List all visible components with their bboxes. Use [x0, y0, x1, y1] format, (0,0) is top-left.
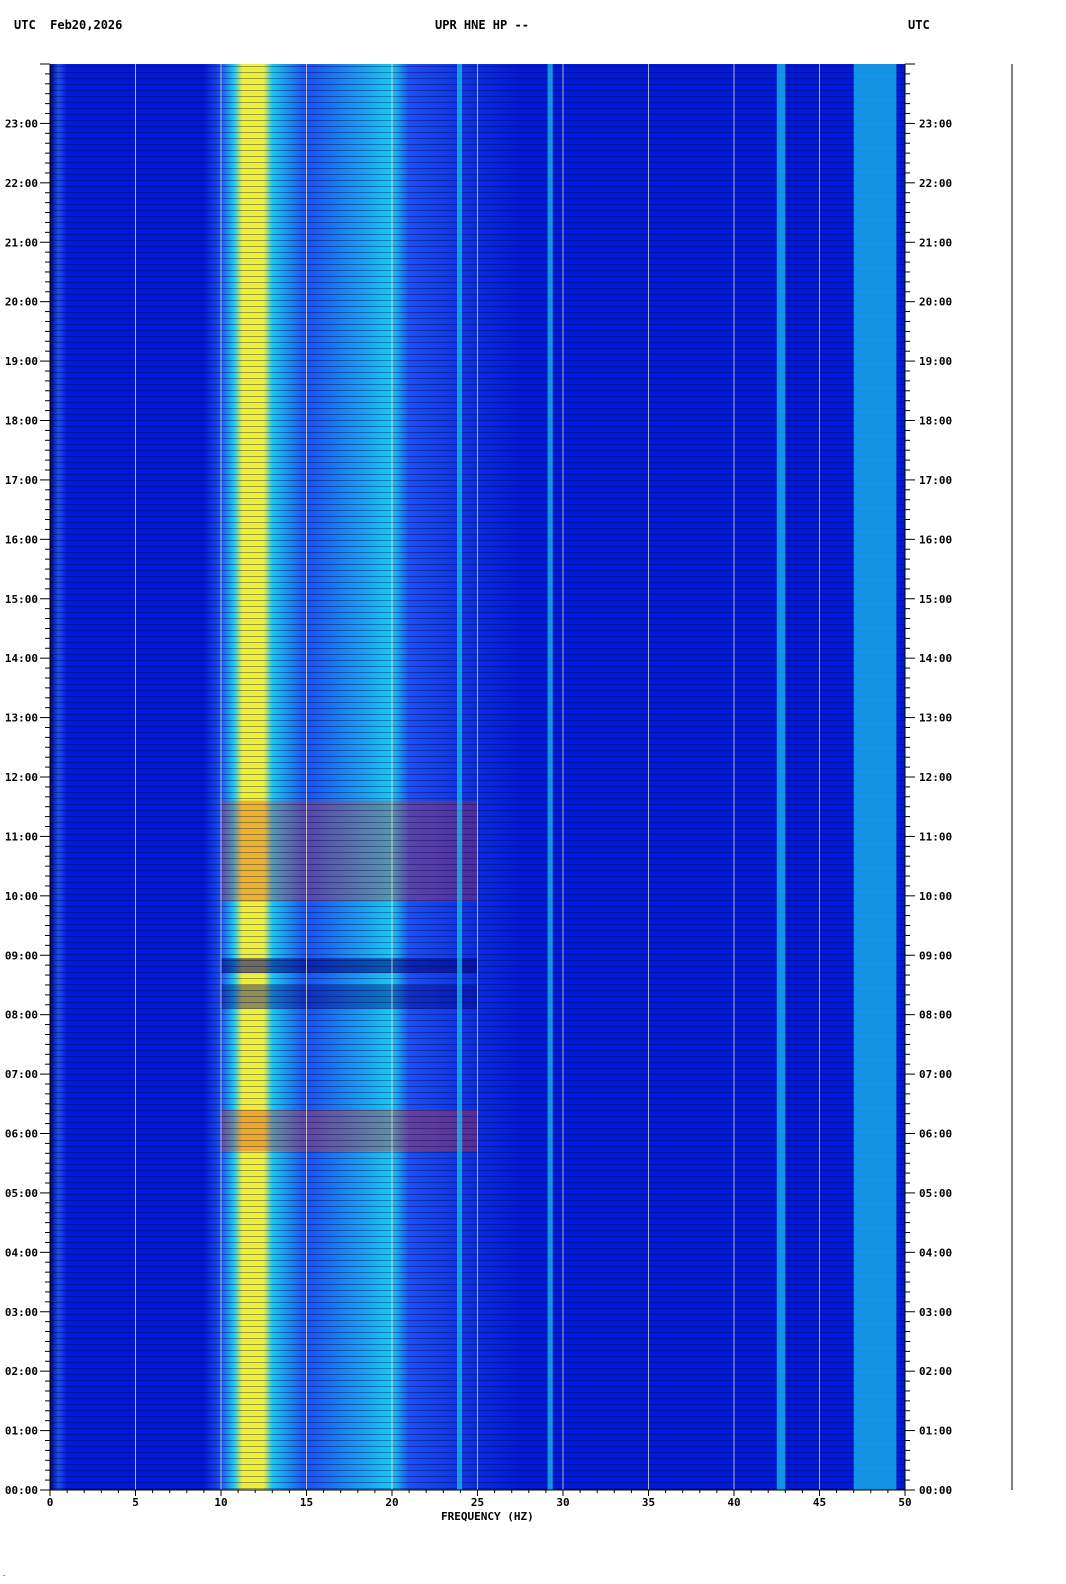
- y-tick-label-right: 05:00: [919, 1187, 952, 1200]
- y-tick-label-left: 18:00: [5, 415, 38, 428]
- y-tick-label-right: 19:00: [919, 355, 952, 368]
- y-tick-label-left: 16:00: [5, 533, 38, 546]
- y-tick-label-right: 14:00: [919, 652, 952, 665]
- x-axis-label: FREQUENCY (HZ): [441, 1510, 534, 1523]
- timezone-label: UTC: [908, 18, 930, 32]
- spectral-lines: [456, 64, 897, 1490]
- y-tick-label-right: 21:00: [919, 236, 952, 249]
- y-tick-label-right: 09:00: [919, 949, 952, 962]
- y-tick-label-right: 00:00: [919, 1484, 952, 1497]
- axes: 00:00 00:00 01:00 01:00 02:00 02:00 03:00 03:00…: [5, 63, 1013, 1509]
- y-tick-label-left: 17:00: [5, 474, 38, 487]
- x-tick-label: 45: [813, 1496, 826, 1509]
- x-tick-label: 20: [385, 1496, 398, 1509]
- y-tick-label-left: 00:00: [5, 1484, 38, 1497]
- x-tick-label: 40: [727, 1496, 740, 1509]
- y-tick-label-left: 11:00: [5, 830, 38, 843]
- y-tick-label-left: 15:00: [5, 593, 38, 606]
- y-tick-label-left: 14:00: [5, 652, 38, 665]
- x-tick-label: 35: [642, 1496, 655, 1509]
- spectral-line-4: [776, 64, 786, 1490]
- y-tick-label-left: 09:00: [5, 949, 38, 962]
- footnote-mark: .: [2, 1570, 7, 1578]
- y-tick-label-right: 22:00: [919, 177, 952, 190]
- y-tick-label-right: 12:00: [919, 771, 952, 784]
- y-tick-label-left: 19:00: [5, 355, 38, 368]
- y-tick-label-right: 06:00: [919, 1128, 952, 1141]
- y-tick-label-left: 12:00: [5, 771, 38, 784]
- y-tick-label-right: 23:00: [919, 117, 952, 130]
- y-tick-label-right: 13:00: [919, 712, 952, 725]
- y-tick-label-left: 23:00: [5, 117, 38, 130]
- y-tick-label-left: 20:00: [5, 296, 38, 309]
- y-tick-label-right: 17:00: [919, 474, 952, 487]
- y-tick-label-right: 10:00: [919, 890, 952, 903]
- x-tick-label: 15: [300, 1496, 313, 1509]
- y-tick-label-right: 07:00: [919, 1068, 952, 1081]
- header-date-label: UTC Feb20,2026: [14, 18, 123, 32]
- y-tick-label-left: 01:00: [5, 1425, 38, 1438]
- y-tick-label-right: 18:00: [919, 415, 952, 428]
- y-tick-label-left: 05:00: [5, 1187, 38, 1200]
- y-tick-label-left: 06:00: [5, 1128, 38, 1141]
- frequency-gridlines: [135, 64, 820, 1490]
- y-tick-label-right: 02:00: [919, 1365, 952, 1378]
- spectral-line-2: [456, 64, 463, 1490]
- x-tick-label: 25: [471, 1496, 484, 1509]
- y-tick-label-left: 07:00: [5, 1068, 38, 1081]
- x-tick-label: 5: [132, 1496, 139, 1509]
- y-tick-label-left: 08:00: [5, 1009, 38, 1022]
- y-tick-label-right: 01:00: [919, 1425, 952, 1438]
- spectral-line-5: [853, 64, 897, 1490]
- y-tick-label-right: 15:00: [919, 593, 952, 606]
- x-tick-label: 0: [47, 1496, 54, 1509]
- y-tick-label-right: 20:00: [919, 296, 952, 309]
- y-tick-label-left: 22:00: [5, 177, 38, 190]
- y-tick-label-right: 04:00: [919, 1246, 952, 1259]
- y-tick-label-right: 16:00: [919, 533, 952, 546]
- x-tick-label: 10: [214, 1496, 227, 1509]
- y-tick-label-right: 03:00: [919, 1306, 952, 1319]
- y-tick-label-left: 02:00: [5, 1365, 38, 1378]
- y-tick-label-left: 04:00: [5, 1246, 38, 1259]
- x-tick-label: 50: [898, 1496, 911, 1509]
- y-tick-label-left: 13:00: [5, 712, 38, 725]
- y-tick-label-left: 10:00: [5, 890, 38, 903]
- x-tick-label: 30: [556, 1496, 569, 1509]
- y-tick-label-right: 08:00: [919, 1009, 952, 1022]
- station-title: UPR HNE HP --: [435, 18, 529, 32]
- y-tick-label-right: 11:00: [919, 830, 952, 843]
- spectral-line-3: [547, 64, 553, 1490]
- y-tick-label-left: 21:00: [5, 236, 38, 249]
- y-tick-label-left: 03:00: [5, 1306, 38, 1319]
